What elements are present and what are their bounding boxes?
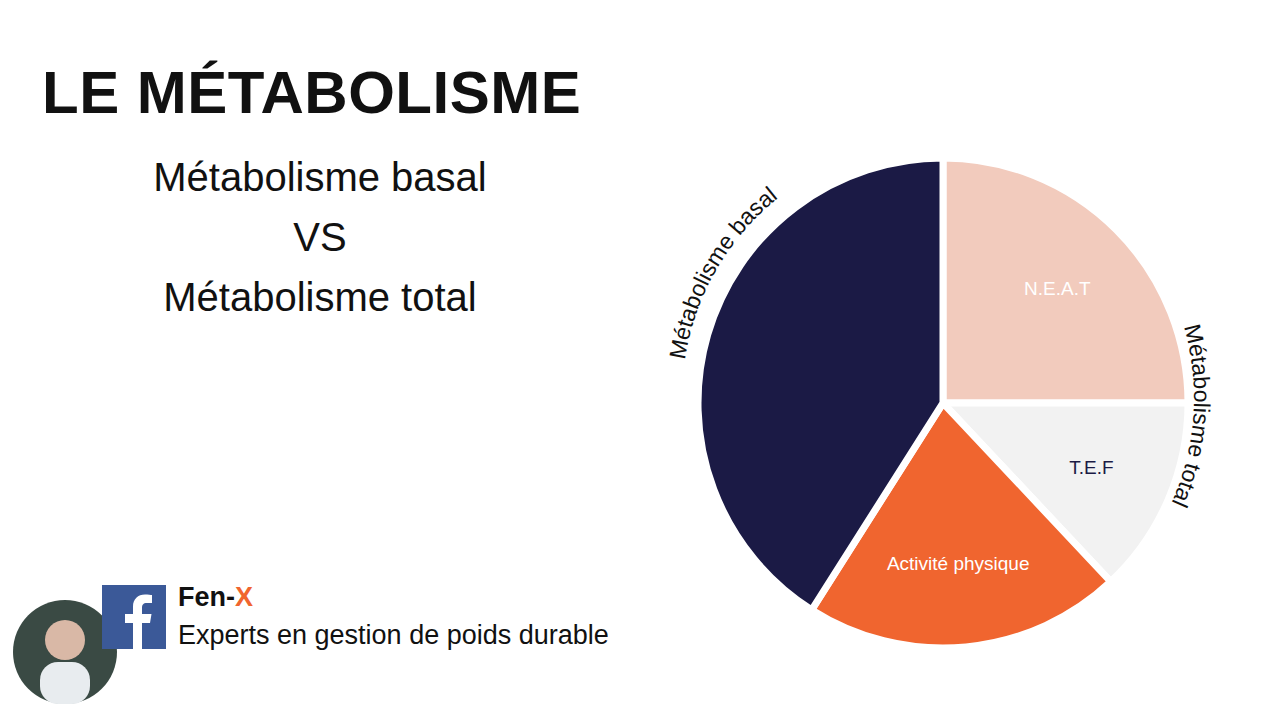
html-text:Métabolisme basal: Métabolisme basal xyxy=(153,155,487,199)
html-text:VS: VS xyxy=(293,215,347,259)
svg-text:N.E.A.T: N.E.A.T xyxy=(1024,278,1091,299)
html-text:Experts en gestion de poids du: Experts en gestion de poids durable xyxy=(178,620,609,650)
svg-text:Activité physique: Activité physique xyxy=(887,553,1030,574)
svg-text:T.E.F: T.E.F xyxy=(1069,457,1113,478)
svg-text:Métabolisme basal: Métabolisme basal xyxy=(664,181,782,361)
svg-text:Métabolisme total: Métabolisme total xyxy=(1167,321,1215,511)
html-text:LE MÉTABOLISME: LE MÉTABOLISME xyxy=(42,59,582,126)
html-text:Fen- X: Fen- X xyxy=(178,582,253,612)
html-text:Métabolisme total: Métabolisme total xyxy=(163,275,477,319)
